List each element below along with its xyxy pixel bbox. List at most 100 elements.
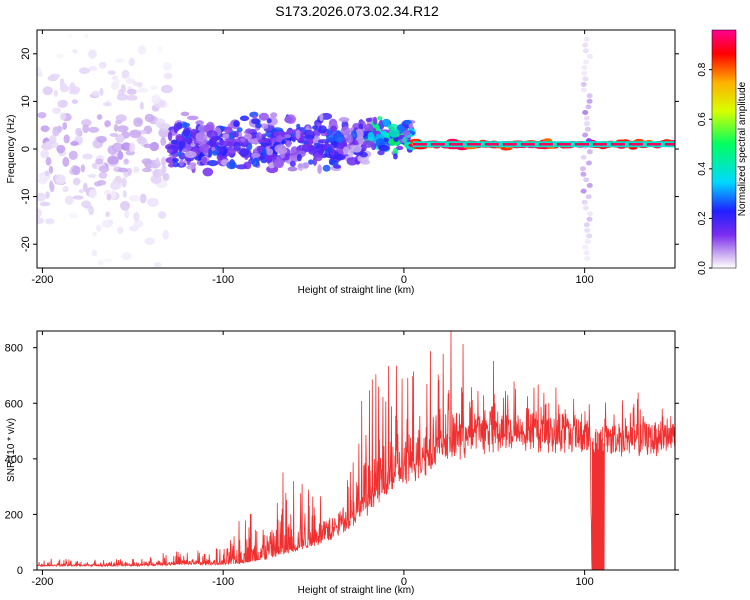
spectrogram-cell xyxy=(81,119,92,127)
spectrogram-cell xyxy=(586,93,593,99)
spectrogram-cell xyxy=(71,99,78,104)
spectrogram-cell xyxy=(402,130,411,136)
spectrogram-cell xyxy=(326,134,336,143)
spectrogram-cell xyxy=(139,193,147,204)
spectrogram-cell xyxy=(128,57,135,67)
spectrogram-cell xyxy=(243,133,252,140)
snr-panel: -200 -100 0 100 0 200 400 600 800 Height of str… xyxy=(5,330,679,596)
spectrogram-cell xyxy=(312,129,321,138)
colorbar-tick-label: 0.0 xyxy=(697,261,708,275)
snr-y-label: SNR (10 * v/v) xyxy=(6,418,17,482)
spectrogram-cell xyxy=(179,159,184,167)
spectrogram-cell xyxy=(68,150,78,160)
spectrogram-cell xyxy=(92,231,97,237)
spectrogram-cell xyxy=(342,146,349,155)
spectrogram-cell xyxy=(84,33,89,38)
spectrogram-cell xyxy=(87,173,97,178)
spectrogram-cell xyxy=(88,189,97,199)
spectrogram-cell xyxy=(580,188,587,194)
spectrogram-cell xyxy=(105,211,110,218)
spectrogram-cell xyxy=(586,211,593,217)
spectrogram-cell xyxy=(285,140,292,148)
spectrogram-marks xyxy=(37,33,675,299)
spectrogram-cell xyxy=(98,165,110,173)
spectrogram-cell xyxy=(222,133,230,139)
spectrogram-cell xyxy=(201,156,208,165)
spectrogram-cell xyxy=(393,153,398,160)
spectrogram-cell xyxy=(159,123,171,131)
spectrogram-cell xyxy=(49,134,57,145)
spectrogram-cell xyxy=(180,111,190,117)
spectrogram-cell xyxy=(109,181,122,190)
spectrogram-y-label: Frequency (Hz) xyxy=(6,115,17,184)
spectrogram-cell xyxy=(49,183,55,193)
spectrogram-cell xyxy=(296,123,301,129)
y-tick-label: -20 xyxy=(20,236,32,252)
spectrogram-cell xyxy=(340,126,351,136)
spectrogram-cell xyxy=(387,123,399,131)
spectrogram-cell xyxy=(252,114,257,120)
spectrogram-cell xyxy=(126,88,137,95)
spectrogram-cell xyxy=(195,120,204,126)
colorbar-gradient xyxy=(711,29,737,269)
spectrogram-cell xyxy=(306,137,314,146)
spectrogram-cell xyxy=(285,114,297,125)
spectrogram-cell xyxy=(78,189,84,194)
spectrogram-cell xyxy=(372,116,378,125)
spectrogram-cell xyxy=(581,199,588,205)
spectrogram-cell xyxy=(64,195,74,205)
spectrogram-cell xyxy=(118,89,124,96)
spectrogram-cell xyxy=(351,144,362,153)
spectrogram-cell xyxy=(52,107,61,114)
spectrogram-cell xyxy=(330,125,337,133)
spectrogram-cell xyxy=(347,148,354,158)
spectrogram-cell xyxy=(329,159,339,166)
spectrogram-cell xyxy=(184,151,197,159)
spectrogram-cell xyxy=(375,138,386,148)
spectrogram-cell xyxy=(70,141,79,147)
spectrogram-cell xyxy=(258,112,269,121)
spectrogram-cell xyxy=(208,141,220,147)
spectrogram-cell xyxy=(308,159,314,165)
spectrogram-cell xyxy=(377,116,383,121)
y-tick-label: 20 xyxy=(20,48,32,60)
spectrogram-cell xyxy=(166,148,173,154)
spectrogram-cell xyxy=(220,140,232,147)
spectrogram-cell xyxy=(160,136,167,146)
spectrogram-cell xyxy=(266,118,272,124)
spectrogram-x-label: Height of straight line (km) xyxy=(298,285,415,296)
spectrogram-cell xyxy=(297,162,305,171)
spectrogram-cell xyxy=(107,70,116,75)
spectrogram-cell xyxy=(362,140,374,148)
spectrogram-cell xyxy=(37,192,46,202)
spectrogram-cell xyxy=(585,194,592,200)
spectrogram-cell xyxy=(88,49,97,59)
spectrogram-cell xyxy=(72,165,81,176)
spectrogram-cell xyxy=(104,120,111,127)
spectrogram-cell xyxy=(378,144,390,152)
spectrogram-cell xyxy=(377,149,385,156)
spectrogram-cell xyxy=(117,150,124,160)
spectrogram-cell xyxy=(129,129,142,139)
spectrogram-cell xyxy=(208,148,213,158)
spectrogram-cell xyxy=(270,112,278,118)
spectrogram-cell xyxy=(137,292,142,299)
spectrogram-cell xyxy=(50,73,60,79)
spectrogram-cell xyxy=(303,129,315,137)
spectrogram-cell xyxy=(581,65,588,71)
spectrogram-cell xyxy=(162,62,173,71)
spectrogram-cell xyxy=(163,72,173,80)
spectrogram-cell xyxy=(355,128,364,139)
spectrogram-cell xyxy=(408,123,414,129)
spectrogram-cell xyxy=(167,131,173,142)
spectrogram-cell xyxy=(183,127,190,137)
colorbar: 0.0 0.2 0.4 0.6 0.8 Normalized spectral ampl… xyxy=(697,29,748,275)
spectrogram-cell xyxy=(113,123,119,132)
spectrogram-cell xyxy=(582,76,589,82)
spectrogram-cell xyxy=(580,87,587,93)
spectrogram-cell xyxy=(251,118,261,125)
spectrogram-cell xyxy=(583,59,589,65)
spectrogram-cell xyxy=(226,161,237,170)
spectrogram-cell xyxy=(56,53,64,59)
